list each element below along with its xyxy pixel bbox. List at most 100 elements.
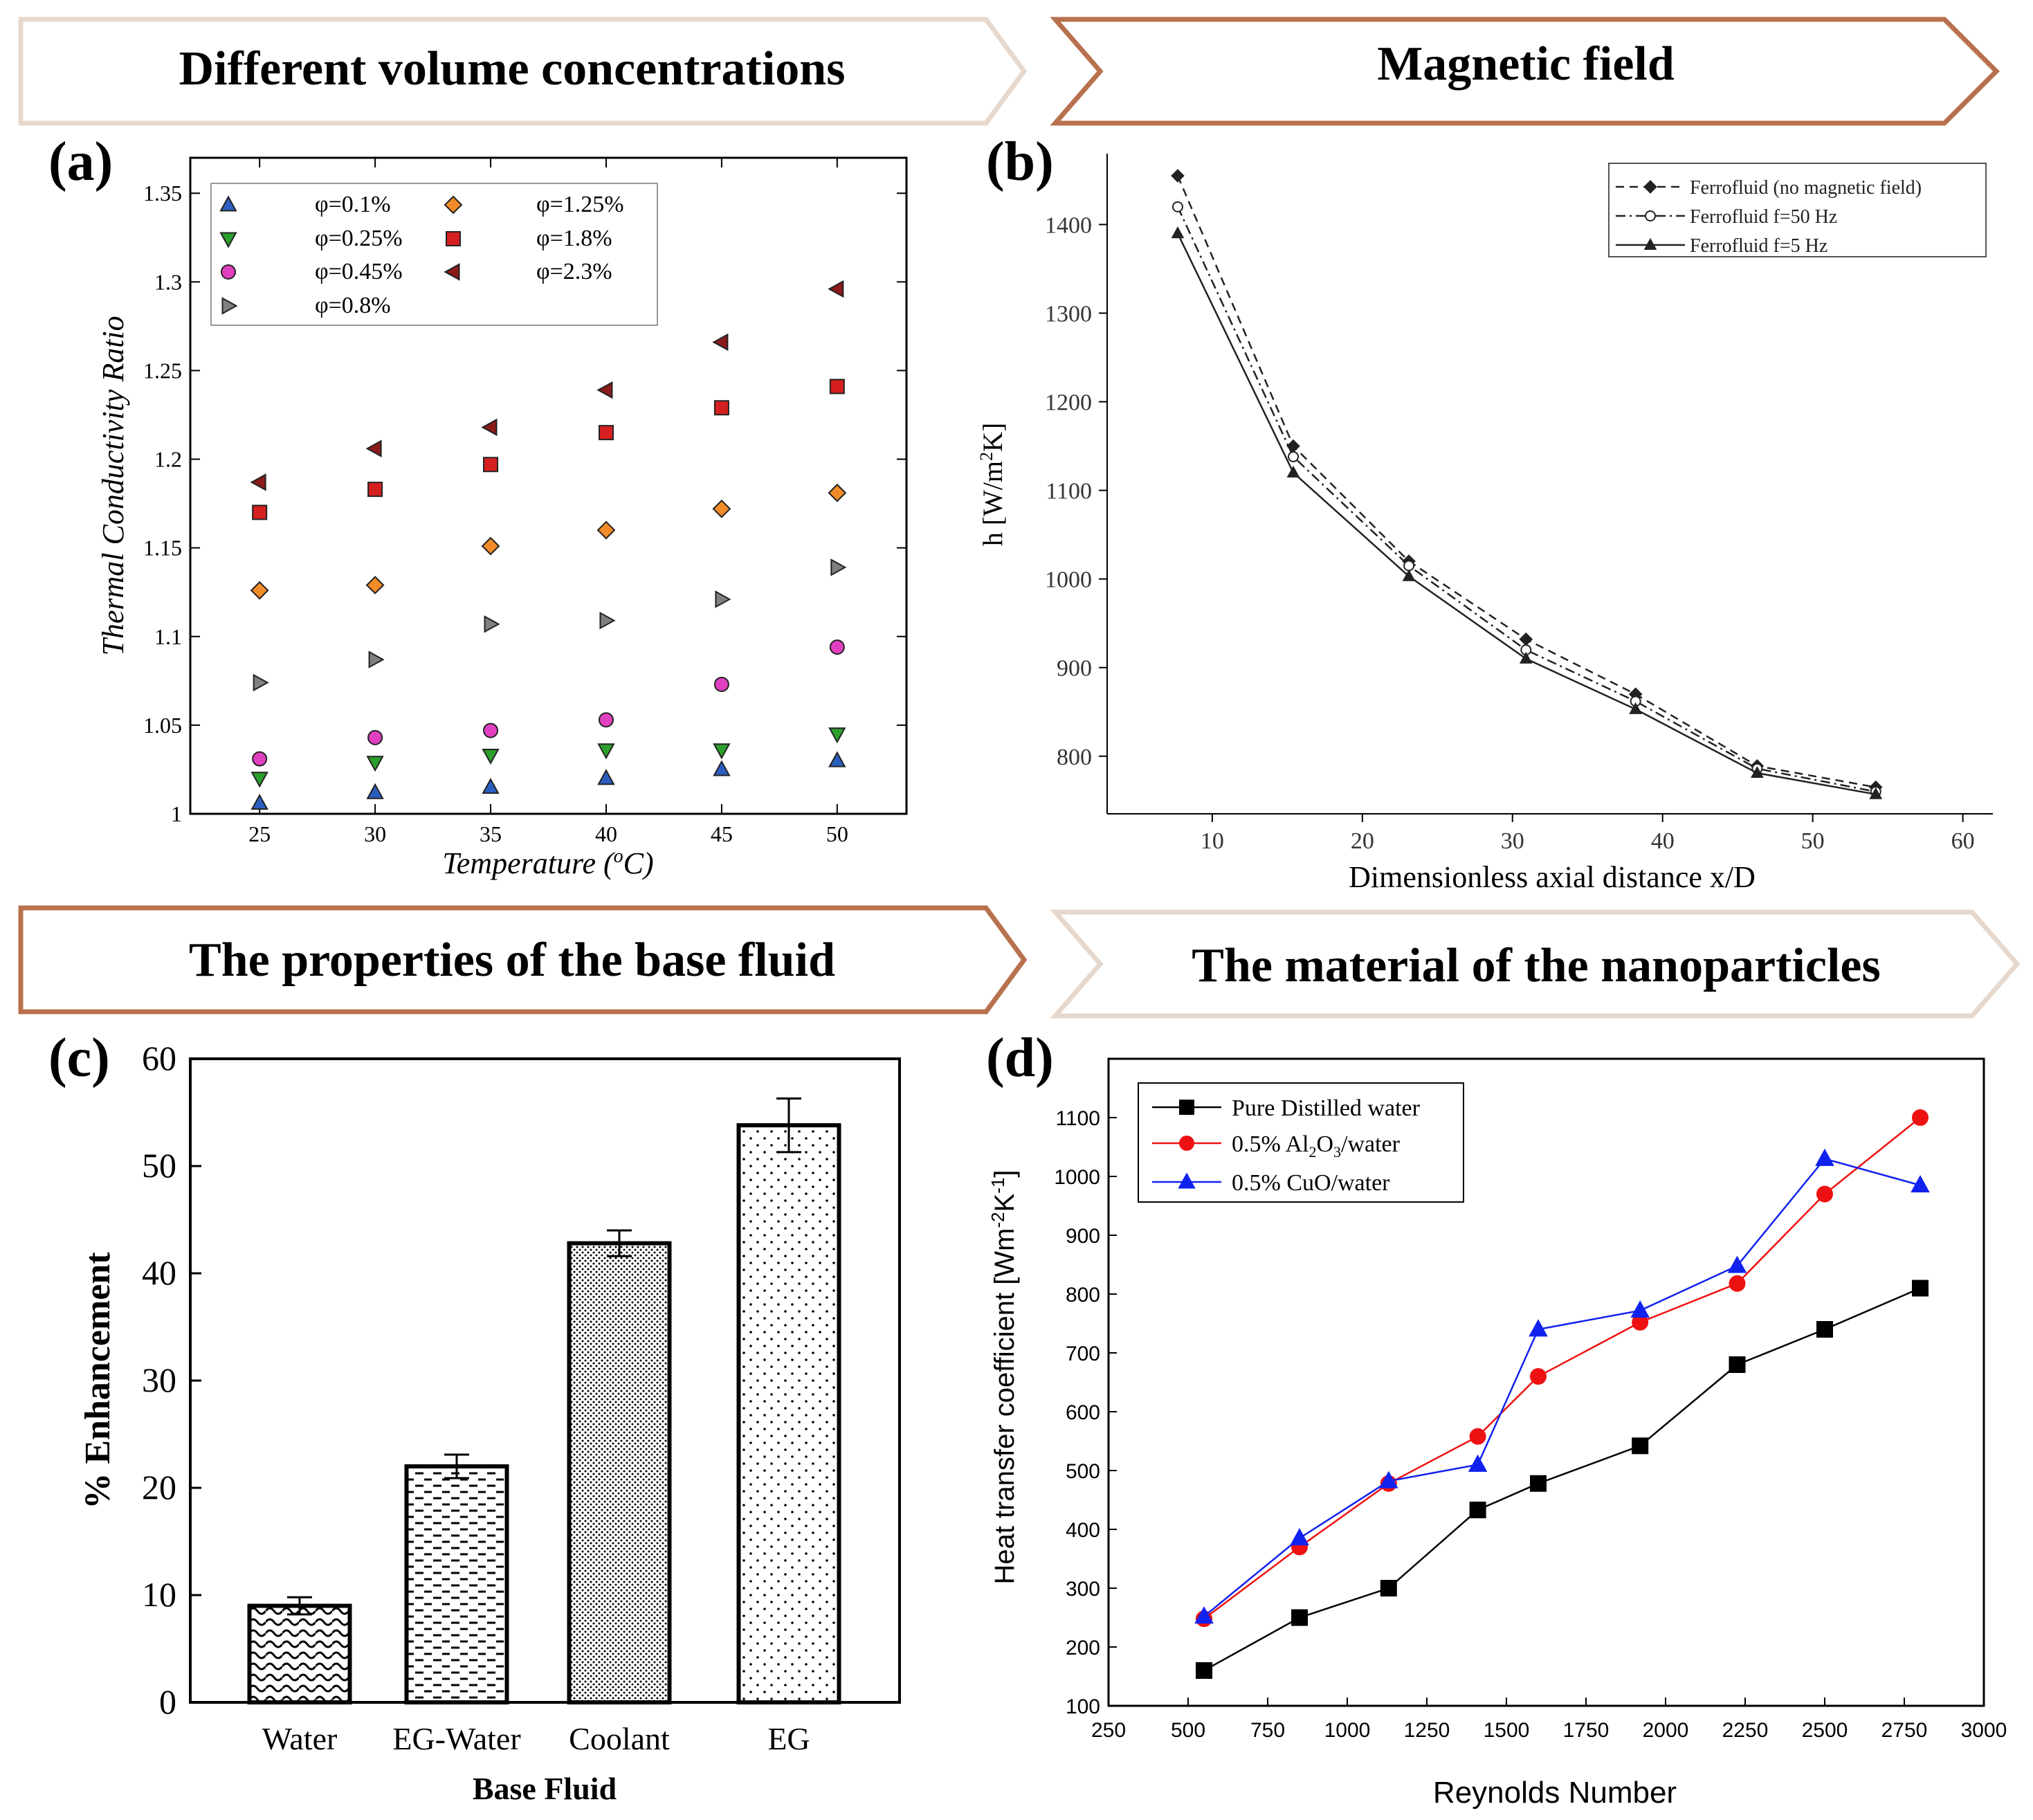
chart-a-xtick-label: 50 [826,821,848,846]
chart-d-point [1729,1356,1746,1373]
chart-d-xtick-label: 1750 [1563,1719,1610,1742]
chart-d-ylabel-main: Heat transfer coefficient [Wm [990,1228,1020,1585]
chart-b-point [1403,560,1415,572]
chart-a-legend-box [210,183,658,326]
chart-b-legend-marker [1643,237,1657,250]
chart-b-xtick-label: 20 [1351,828,1374,854]
chart-b-point [1750,765,1764,779]
chart-d-point [1816,1321,1833,1338]
banner-top-right-shape [1050,17,2000,126]
banner-bottom-right-shape [1050,909,2021,1019]
chart-d-legend-label-part: /water [1341,1131,1401,1157]
chart-a-xlabel-prefix: Temperature ( [442,846,615,880]
banner-bottom-left-text: The properties of the base fluid [189,934,835,987]
chart-a-point [713,743,731,760]
chart-a-legend-marker [444,195,463,215]
chart-a-ytick-label: 1 [171,801,182,826]
chart-d-point [1815,1148,1834,1166]
chart-d-ytick-label: 100 [1066,1695,1100,1718]
chart-a-point [252,751,268,767]
chart-b-ytick-label: 1400 [1045,212,1092,238]
chart-d-xtick-label: 1000 [1324,1719,1371,1742]
panel-label-d: (d) [986,1028,1054,1089]
chart-d-legend-marker [1178,1172,1196,1189]
chart-c-xlabel: Base Fluid [473,1771,617,1806]
banner-top-right-text: Magnetic field [1377,37,1675,91]
chart-c: 0 10 20 30 40 50 60 Water EG-Water Coolant EG % E… [78,1039,901,1806]
chart-c-ytick-label: 60 [142,1039,176,1077]
chart-b-point [1519,632,1533,646]
chart-b-point [1171,226,1185,239]
chart-a-point [828,280,844,298]
chart-d-legend-label-sub: 3 [1333,1143,1341,1161]
chart-a-point [484,615,500,633]
chart-b-ytick-label: 800 [1057,745,1092,770]
chart-b-ylabel-end: K] [977,423,1008,452]
banner-bottom-left: The properties of the base fluid [18,905,1028,1014]
chart-d-xtick-label: 2500 [1802,1719,1848,1742]
chart-a-point [828,751,846,767]
chart-d-ytick-label: 1100 [1055,1107,1100,1130]
chart-d-ytick-label: 500 [1066,1460,1100,1483]
banner-top-left-shape [18,17,1028,126]
chart-d-ytick-label: 900 [1066,1225,1100,1248]
chart-b-legend-label: Ferrofluid f=5 Hz [1690,235,1827,257]
chart-b-xtick-label: 30 [1501,828,1524,854]
chart-c-ytick-label: 0 [159,1682,176,1721]
chart-a-xtick-label: 30 [364,821,386,846]
chart-a-point [713,760,731,776]
chart-d-legend-label-part: 0.5% Al [1232,1131,1309,1157]
chart-a-ylabel: Thermal Conductivity Ratio [96,316,130,655]
chart-a-ytick-label: 1.1 [154,624,182,649]
chart-b-legend-marker [1645,210,1656,221]
chart-a-legend-label: φ=1.8% [536,226,612,251]
panel-label-b: (b) [986,131,1054,192]
chart-b-ytick-label: 1100 [1046,479,1092,504]
chart-a-legend-marker [446,231,461,246]
chart-b-ytick-label: 1200 [1045,390,1092,416]
chart-d-ytick-label: 400 [1066,1519,1100,1542]
chart-c-ytick-label: 30 [142,1361,176,1399]
banner-bottom-right: The material of the nanoparticles [1050,909,2021,1019]
chart-a-point [599,612,616,630]
chart-d-point [1530,1368,1547,1385]
chart-a-point [481,536,500,556]
chart-b-series-line [1176,175,1877,788]
chart-b-xtick-label: 10 [1201,828,1224,854]
chart-a-point [367,729,383,745]
chart-d-xtick-label: 1250 [1404,1719,1450,1742]
chart-d-point [1911,1175,1930,1193]
chart-d-ytick-label: 1000 [1054,1166,1100,1189]
chart-d-point [1912,1109,1929,1126]
chart-a-point [482,777,500,794]
chart-b-xtick-label: 60 [1951,828,1975,854]
chart-d-point [1379,1471,1398,1489]
chart-d-ytick-label: 600 [1066,1401,1100,1424]
chart-b-ylabel-sup: 2 [976,452,996,461]
chart-d-legend-label: 0.5% Al2O3/water [1232,1131,1401,1161]
chart-a-ytick-label: 1.05 [143,713,182,738]
chart-d-point [1291,1609,1308,1626]
chart-a-point [366,756,384,772]
banner-top-left-text: Different volume concentrations [179,42,846,95]
chart-a-point [597,769,615,785]
chart-d: 250 500 750 1000 1250 1500 1750 2000 2250 2500 275… [987,1057,2007,1810]
chart-d-point [1469,1428,1486,1445]
chart-c-ylabel: % Enhancement [78,1252,118,1509]
chart-d-xtick-label: 2250 [1722,1719,1769,1742]
chart-b-point [1402,569,1416,581]
chart-a-legend-marker [219,195,237,212]
chart-a-point [250,473,266,491]
chart-a-point [828,483,847,502]
chart-a-xtick-label: 25 [248,821,271,846]
chart-c-category-label: Coolant [569,1721,670,1756]
chart-a-point [483,457,499,473]
chart-a-legend-marker [219,232,237,248]
chart-a-point [253,673,269,692]
chart-a-xtick-label: 45 [711,821,733,846]
chart-a-point [715,590,731,608]
chart-d-legend-marker [1179,1100,1194,1115]
chart-d-ylabel-sup1: -2 [987,1212,1008,1228]
